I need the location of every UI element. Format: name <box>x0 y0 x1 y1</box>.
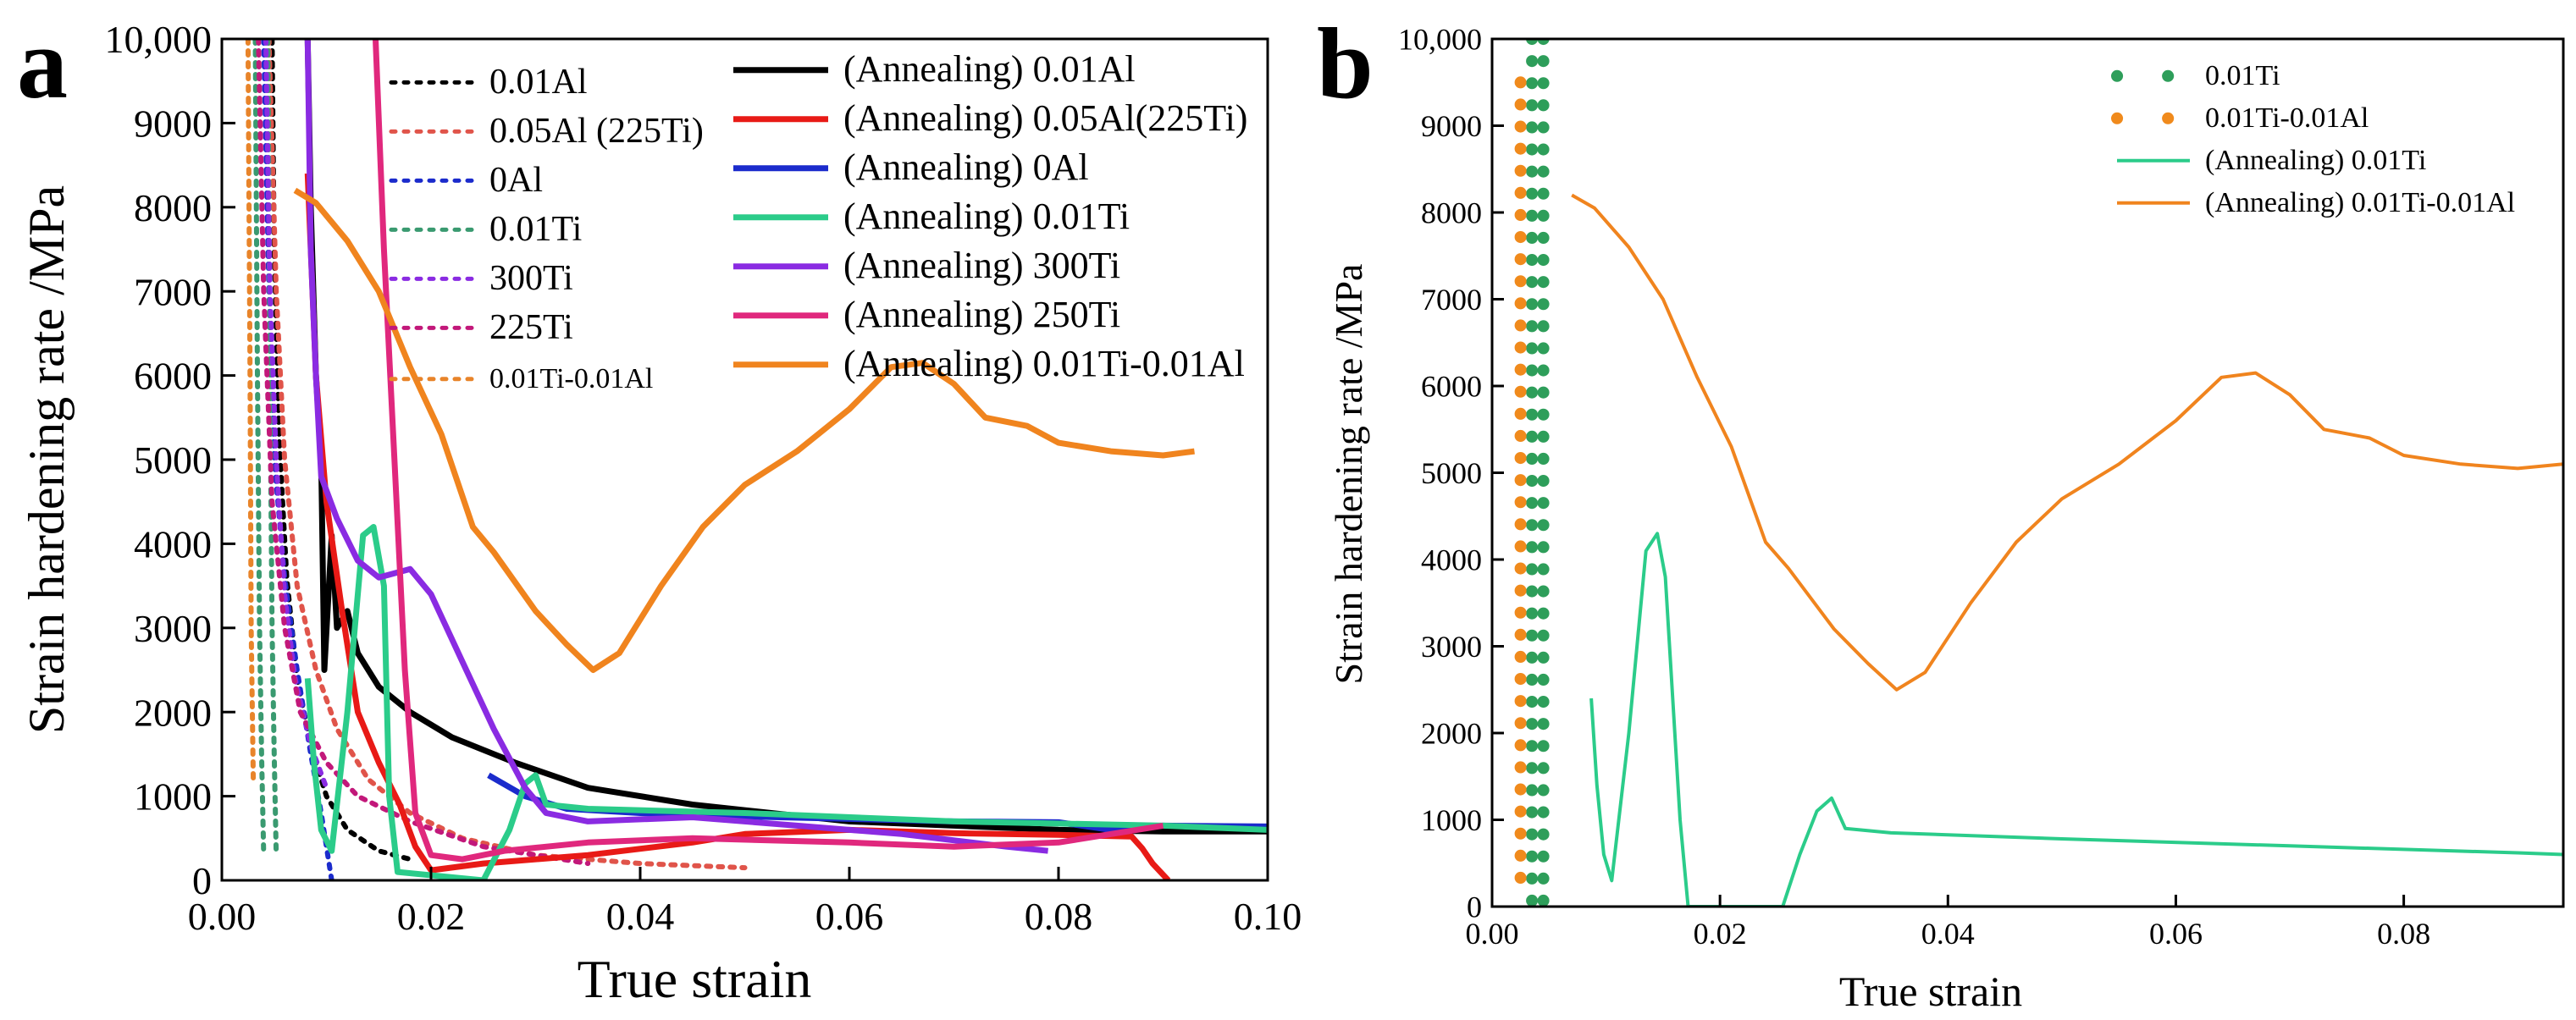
legend-label: (Annealing) 0.01Ti <box>843 196 1130 237</box>
legend-label: 0Al <box>489 161 543 200</box>
series-line-annealing-250ti <box>373 39 1164 863</box>
y-tick-label: 2000 <box>134 691 212 734</box>
y-tick-label: 6000 <box>1421 370 1482 404</box>
y-tick-label: 4000 <box>134 523 212 566</box>
y-tick-label: 3000 <box>1421 630 1482 664</box>
legend-label: 0.01Ti <box>489 210 582 249</box>
chart-a-series-group <box>245 39 1268 880</box>
legend-label: (Annealing) 0.01Ti <box>2205 145 2426 176</box>
series-line-0al <box>261 39 334 880</box>
y-tick-label: 1000 <box>1421 803 1482 837</box>
x-tick-label: 0.00 <box>1466 917 1519 951</box>
x-tick-label: 0.02 <box>397 895 466 938</box>
chart-b-legend: 0.01Ti 0.01Ti-0.01Al (Annealing) 0.01Ti (An… <box>2111 60 2515 218</box>
legend-label: 0.01Al <box>489 63 588 102</box>
y-tick-label: 5000 <box>134 438 212 482</box>
legend-label: 0.01Ti-0.01Al <box>2205 102 2369 134</box>
series-line-annealing-0-05al-225ti <box>304 173 1171 880</box>
series-line-annealing-0-01ti <box>1589 532 2563 907</box>
chart-a-y-axis-label: Strain hardening rate /MPa <box>19 185 75 734</box>
y-tick-label: 9000 <box>1421 109 1482 143</box>
y-tick-label: 3000 <box>134 607 212 650</box>
chart-b-ticks: 0.00 0.02 0.04 0.06 0.08 0 1000 2000 3000 4000 500… <box>1398 23 2430 951</box>
series-line-0-01ti <box>252 39 267 858</box>
legend-label: 300Ti <box>489 259 573 298</box>
legend-label: (Annealing) 250Ti <box>843 294 1120 335</box>
chart-b: 0.00 0.02 0.04 0.06 0.08 0 1000 2000 3000 4000 500… <box>1327 23 2565 1015</box>
x-tick-label: 0.04 <box>606 895 675 938</box>
legend-label: (Annealing) 0Al <box>843 146 1089 188</box>
x-tick-label: 0.02 <box>1694 917 1747 951</box>
legend-label: (Annealing) 0.05Al(225Ti) <box>843 97 1247 139</box>
y-tick-label: 1000 <box>134 775 212 819</box>
y-tick-label: 6000 <box>134 355 212 398</box>
y-tick-label: 10,000 <box>1398 23 1482 57</box>
chart-b-series-group <box>1514 39 2563 907</box>
y-tick-label: 7000 <box>134 270 212 313</box>
y-tick-label: 5000 <box>1421 456 1482 490</box>
chart-a: 0.00 0.02 0.04 0.06 0.08 0.10 0 1000 2000 3000 400… <box>19 18 1302 1009</box>
y-tick-label: 8000 <box>134 186 212 229</box>
legend-label: 0.05Al (225Ti) <box>489 112 704 151</box>
x-tick-label: 0.08 <box>2377 917 2430 951</box>
y-tick-label: 0 <box>192 859 212 902</box>
x-tick-label: 0.04 <box>1921 917 1975 951</box>
legend-label: (Annealing) 0.01Al <box>843 48 1136 90</box>
panel-letter-b: b <box>1317 7 1374 119</box>
legend-label: 225Ti <box>489 308 573 347</box>
series-line-0-01ti-0-01al <box>245 39 257 782</box>
x-tick-label: 0.08 <box>1025 895 1093 938</box>
series-line-annealing-300ti <box>304 39 1048 854</box>
chart-a-ticks: 0.00 0.02 0.04 0.06 0.08 0.10 0 1000 2000 3000 400… <box>105 18 1302 938</box>
y-tick-label: 7000 <box>1421 283 1482 317</box>
y-tick-label: 0 <box>1467 890 1482 924</box>
y-tick-label: 8000 <box>1421 196 1482 230</box>
legend-label: (Annealing) 300Ti <box>843 245 1120 286</box>
legend-label: (Annealing) 0.01Ti-0.01Al <box>843 343 1245 384</box>
legend-label: 0.01Ti-0.01Al <box>489 363 653 394</box>
chart-b-y-axis-label: Strain hardening rate /MPa <box>1327 264 1370 685</box>
x-tick-label: 0.06 <box>815 895 884 938</box>
chart-b-x-axis-label: True strain <box>1839 968 2022 1015</box>
series-line-annealing-0-01ti <box>304 524 1268 880</box>
chart-a-legend: 0.01Al 0.05Al (225Ti) 0Al 0.01Ti 300Ti 225Ti 0… <box>389 48 1247 394</box>
panel-letter-a: a <box>17 7 68 119</box>
y-tick-label: 4000 <box>1421 543 1482 577</box>
series-line-annealing-0-01ti-0-01al <box>1571 193 2563 692</box>
chart-a-x-axis-label: True strain <box>578 949 812 1009</box>
y-tick-label: 10,000 <box>105 18 213 61</box>
y-tick-label: 2000 <box>1421 717 1482 751</box>
legend-label: (Annealing) 0.01Ti-0.01Al <box>2205 187 2515 218</box>
series-line-annealing-0-01al <box>304 39 1268 835</box>
x-tick-label: 0.10 <box>1234 895 1302 938</box>
legend-label: 0.01Ti <box>2205 60 2280 91</box>
y-tick-label: 9000 <box>134 102 212 146</box>
x-tick-label: 0.06 <box>2149 917 2203 951</box>
x-tick-label: 0.00 <box>188 895 257 938</box>
